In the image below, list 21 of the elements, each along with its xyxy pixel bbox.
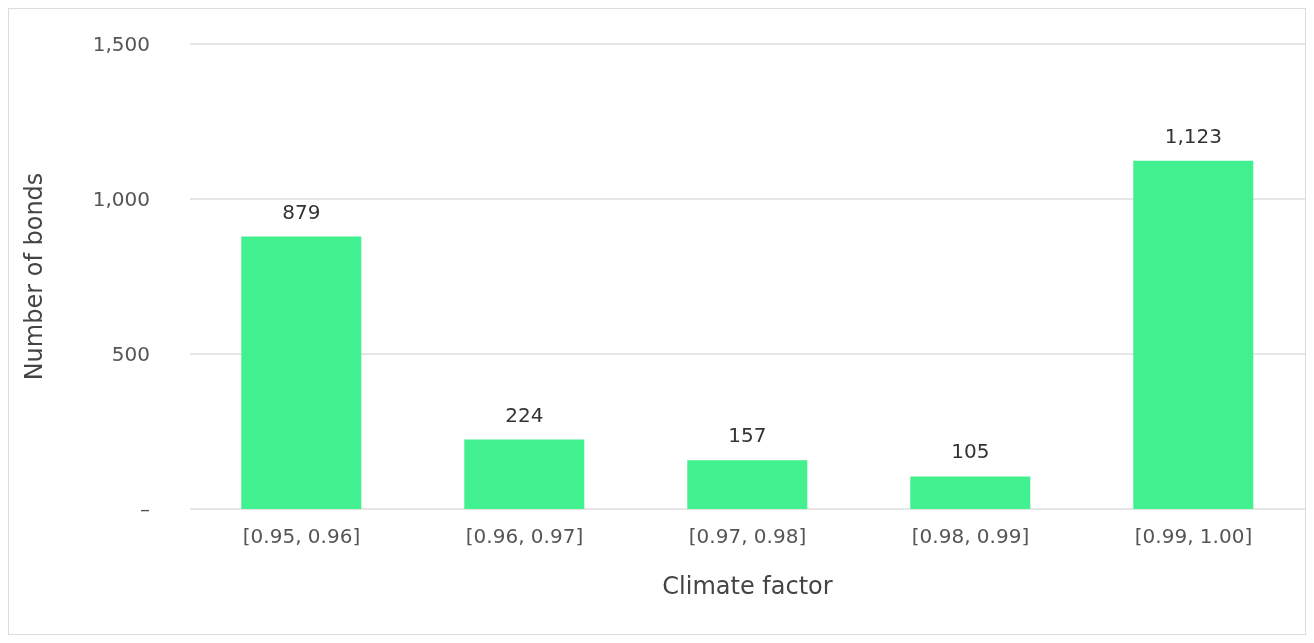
x-tick-label: [0.97, 0.98] — [688, 524, 807, 549]
y-tick-label: – — [140, 497, 150, 522]
bar — [687, 460, 808, 509]
data-label: 1,123 — [1164, 123, 1222, 148]
data-label: 879 — [282, 199, 321, 224]
data-label: 224 — [505, 402, 544, 427]
y-tick-label: 1,500 — [92, 32, 150, 57]
x-tick-label: [0.98, 0.99] — [911, 524, 1030, 549]
bar — [1133, 160, 1254, 509]
x-tick-label: [0.96, 0.97] — [465, 524, 584, 549]
y-tick-label: 500 — [111, 342, 150, 367]
y-tick-label: 1,000 — [92, 187, 150, 212]
data-label: 157 — [728, 423, 767, 448]
y-axis-title: Number of bonds — [19, 172, 48, 381]
x-tick-label: [0.99, 1.00] — [1134, 524, 1253, 549]
data-label: 105 — [951, 439, 990, 464]
x-axis-title: Climate factor — [662, 572, 833, 600]
bar — [241, 236, 362, 509]
bar — [910, 476, 1031, 509]
bar — [464, 439, 585, 509]
x-tick-label: [0.95, 0.96] — [242, 524, 361, 549]
